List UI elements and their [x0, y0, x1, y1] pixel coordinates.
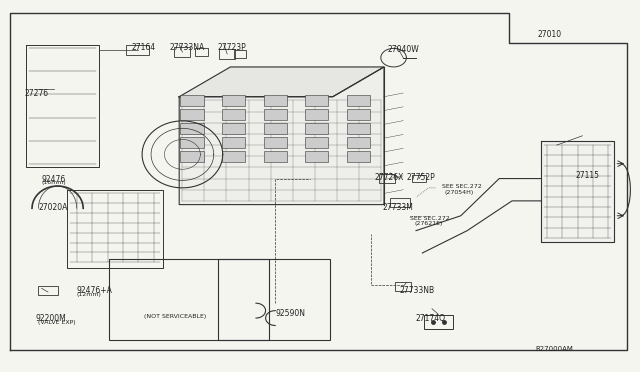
- Text: 27010: 27010: [538, 30, 562, 39]
- Bar: [396, 282, 412, 291]
- Bar: [127, 45, 149, 55]
- Bar: [222, 109, 245, 120]
- Bar: [264, 137, 287, 148]
- Bar: [347, 109, 370, 120]
- Bar: [305, 123, 328, 134]
- Bar: [412, 175, 426, 182]
- Bar: [347, 95, 370, 106]
- Bar: [219, 49, 236, 58]
- Bar: [180, 109, 204, 120]
- Bar: [264, 95, 287, 106]
- Bar: [222, 95, 245, 106]
- Text: 92590N: 92590N: [275, 309, 305, 318]
- Text: (12mm): (12mm): [77, 292, 102, 297]
- Bar: [305, 109, 328, 120]
- Bar: [38, 286, 58, 295]
- Bar: [180, 137, 204, 148]
- Text: 27115: 27115: [576, 171, 600, 180]
- Bar: [264, 151, 287, 162]
- Text: 27020A: 27020A: [38, 203, 68, 212]
- Bar: [218, 259, 330, 340]
- Bar: [305, 137, 328, 148]
- Text: 92476+A: 92476+A: [77, 286, 113, 295]
- Bar: [222, 137, 245, 148]
- Text: R27000AM: R27000AM: [535, 346, 573, 352]
- Bar: [380, 174, 396, 183]
- Text: SEE SEC.272: SEE SEC.272: [410, 216, 449, 221]
- Polygon shape: [179, 67, 384, 205]
- Text: (27054H): (27054H): [445, 190, 474, 195]
- Text: 27733NB: 27733NB: [400, 286, 435, 295]
- Bar: [264, 123, 287, 134]
- Bar: [264, 109, 287, 120]
- Text: 92200M: 92200M: [35, 314, 66, 323]
- Bar: [234, 50, 246, 58]
- Bar: [347, 137, 370, 148]
- Bar: [347, 151, 370, 162]
- Text: 27726X: 27726X: [374, 173, 404, 182]
- Bar: [390, 198, 410, 208]
- Bar: [424, 315, 453, 329]
- Text: (VALVE EXP): (VALVE EXP): [38, 320, 76, 325]
- Text: 27040W: 27040W: [387, 45, 419, 54]
- Text: (16mm): (16mm): [42, 180, 67, 185]
- Text: 92476: 92476: [42, 175, 66, 184]
- Text: SEE SEC.272: SEE SEC.272: [442, 184, 481, 189]
- Polygon shape: [541, 141, 614, 242]
- Text: 27723P: 27723P: [218, 43, 246, 52]
- Bar: [305, 151, 328, 162]
- Bar: [180, 123, 204, 134]
- Bar: [195, 48, 208, 56]
- Text: 27733NA: 27733NA: [170, 43, 205, 52]
- Text: 27164: 27164: [131, 43, 156, 52]
- Bar: [347, 123, 370, 134]
- Bar: [222, 151, 245, 162]
- Bar: [180, 95, 204, 106]
- Text: (27621E): (27621E): [415, 221, 443, 225]
- Text: 27733M: 27733M: [383, 203, 413, 212]
- Bar: [305, 95, 328, 106]
- Bar: [109, 259, 269, 340]
- Text: 27276: 27276: [24, 89, 49, 98]
- Text: 27174Q: 27174Q: [416, 314, 446, 323]
- Bar: [180, 151, 204, 162]
- Bar: [222, 123, 245, 134]
- Polygon shape: [179, 67, 384, 97]
- Text: (NOT SERVICEABLE): (NOT SERVICEABLE): [144, 314, 206, 319]
- Bar: [174, 47, 191, 57]
- Text: 27752P: 27752P: [406, 173, 435, 182]
